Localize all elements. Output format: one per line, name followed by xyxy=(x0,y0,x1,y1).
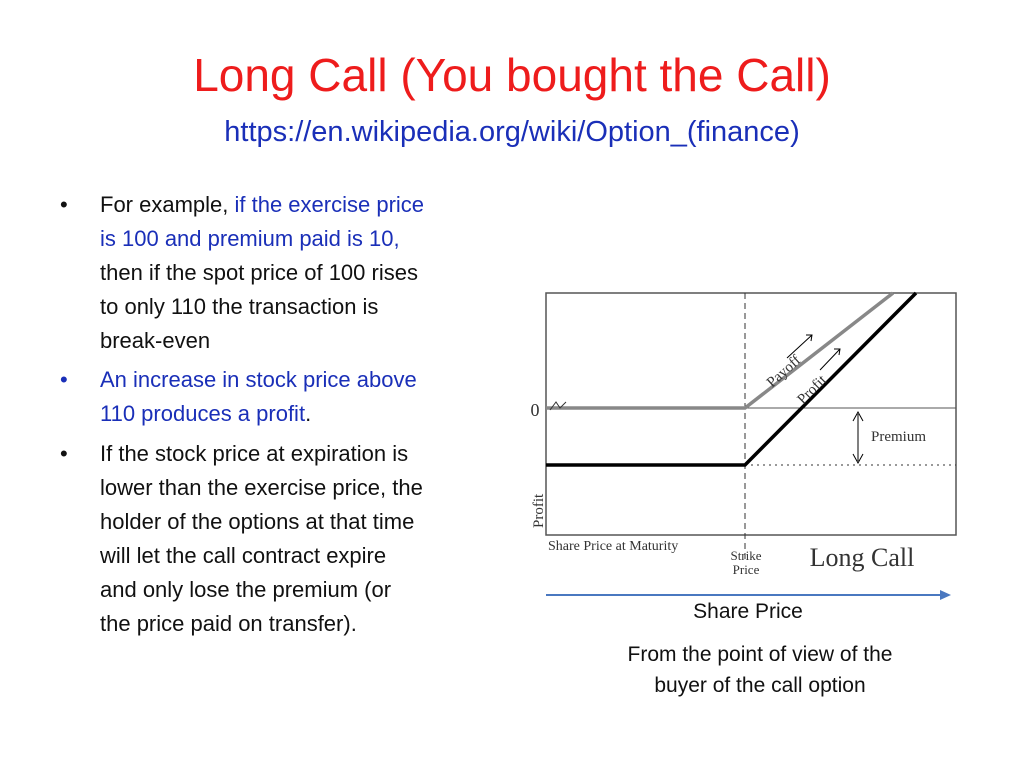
bullet-dot: • xyxy=(60,441,68,466)
arrowhead xyxy=(940,590,951,600)
strike-label: Price xyxy=(733,562,760,577)
text-run: is 100 and premium paid is 10, xyxy=(100,226,400,251)
text-line: the price paid on transfer). xyxy=(100,607,423,641)
text-line: For example, if the exercise price xyxy=(100,188,424,222)
payoff-line xyxy=(546,291,895,410)
axis-break xyxy=(549,401,567,411)
y-axis-label: Profit xyxy=(531,493,547,528)
text-line: holder of the options at that time xyxy=(100,505,423,539)
text-run: break-even xyxy=(100,328,211,353)
text-run: then if the spot price of 100 rises xyxy=(100,260,418,285)
text-run: lower than the exercise price, the xyxy=(100,475,423,500)
text-line: is 100 and premium paid is 10, xyxy=(100,222,424,256)
text-run: if the exercise price xyxy=(234,192,425,217)
text-line: and only lose the premium (or xyxy=(100,573,423,607)
strike-label: Strike xyxy=(730,548,761,563)
subtitle-link[interactable]: https://en.wikipedia.org/wiki/Option_(fi… xyxy=(224,116,800,148)
text-run: and only lose the premium (or xyxy=(100,577,392,602)
diagram-title: Long Call xyxy=(810,543,915,572)
text-line: If the stock price at expiration is xyxy=(100,437,423,471)
text-run: the price paid on transfer). xyxy=(100,611,357,636)
text-run: will let the call contract expire xyxy=(100,543,387,568)
text-line: to only 110 the transaction is xyxy=(100,290,424,324)
premium-arrowheads xyxy=(852,410,864,465)
text-line: break-even xyxy=(100,324,424,358)
bullet-dot: • xyxy=(60,192,68,217)
text-line: lower than the exercise price, the xyxy=(100,471,423,505)
bullet-text: For example, if the exercise price is 100… xyxy=(100,188,424,358)
premium-label: Premium xyxy=(871,429,926,445)
text-run: An increase in stock price above xyxy=(100,367,417,392)
profit-line xyxy=(546,291,918,467)
bullet-text: If the stock price at expiration is lower… xyxy=(100,437,423,641)
text-line: An increase in stock price above xyxy=(100,363,417,397)
bullet-text: An increase in stock price above 110 prod… xyxy=(100,363,417,431)
text-run: . xyxy=(305,401,312,426)
text-run: to only 110 the transaction is xyxy=(100,294,379,319)
text-run: holder of the options at that time xyxy=(100,509,415,534)
text-run: If the stock price at expiration is xyxy=(100,441,409,466)
text-run: 110 produces a profit xyxy=(100,401,306,426)
zero-label: 0 xyxy=(531,400,540,420)
caption-line: buyer of the call option xyxy=(654,674,866,697)
caption-line: From the point of view of the xyxy=(627,643,893,666)
text-line: then if the spot price of 100 rises xyxy=(100,256,424,290)
text-run: For example, xyxy=(100,192,235,217)
text-line: 110 produces a profit. xyxy=(100,397,417,431)
x-axis-label: Share Price at Maturity xyxy=(548,539,678,554)
bullet-dot: • xyxy=(60,367,68,392)
text-line: will let the call contract expire xyxy=(100,539,423,573)
payoff-arrow xyxy=(786,334,813,359)
arrow-label: Share Price xyxy=(693,600,803,623)
profit-arrow xyxy=(819,348,841,371)
slide-title: Long Call (You bought the Call) xyxy=(193,49,831,101)
payoff-label: Payoff xyxy=(764,352,804,390)
profit-label: Profit xyxy=(795,372,831,408)
plot-frame xyxy=(545,292,957,536)
